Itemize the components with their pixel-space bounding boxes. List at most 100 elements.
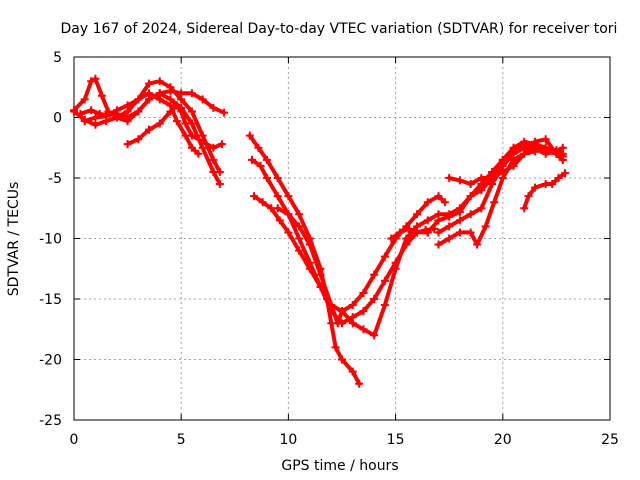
y-tick-label: -5 — [48, 171, 62, 187]
series-line — [247, 133, 362, 386]
data-point — [466, 192, 475, 201]
data-point — [434, 240, 443, 249]
x-tick-label: 5 — [177, 432, 186, 448]
x-axis-label: GPS time / hours — [281, 458, 398, 474]
data-point — [245, 131, 254, 140]
data-point — [333, 319, 342, 328]
data-point — [177, 89, 186, 98]
data-point — [155, 95, 164, 104]
data-point — [370, 331, 379, 340]
data-point — [275, 216, 284, 225]
data-point — [80, 117, 89, 126]
y-axis-label: SDTVAR / TECUs — [6, 182, 22, 297]
data-point — [359, 288, 368, 297]
data-point — [541, 135, 550, 144]
data-point — [250, 192, 259, 201]
data-point — [273, 174, 282, 182]
series-sat-c — [76, 86, 229, 122]
data-point — [520, 141, 529, 150]
data-point — [76, 109, 85, 118]
data-point — [198, 137, 207, 146]
data-point — [481, 222, 490, 231]
data-point — [466, 180, 475, 189]
data-point — [295, 234, 304, 243]
data-point — [295, 222, 304, 231]
data-point — [145, 79, 154, 88]
data-point — [509, 155, 518, 164]
y-tick-label: -20 — [39, 353, 62, 369]
series-sat-a — [70, 77, 224, 176]
data-point — [181, 119, 190, 128]
data-point — [445, 212, 454, 221]
data-point — [455, 216, 464, 225]
data-point — [413, 228, 422, 237]
data-point — [262, 174, 271, 182]
data-point — [194, 149, 203, 158]
data-point — [423, 216, 432, 225]
data-point — [177, 107, 186, 116]
data-point — [466, 228, 475, 237]
data-point — [254, 143, 263, 152]
y-tick-label: -15 — [39, 292, 62, 308]
data-point — [477, 174, 486, 182]
data-point — [473, 240, 482, 249]
data-point — [258, 198, 267, 207]
data-point — [445, 222, 454, 231]
y-tick-label: 5 — [53, 50, 62, 66]
data-point — [477, 186, 486, 195]
series-line — [425, 145, 565, 235]
data-point — [209, 167, 218, 176]
data-point — [198, 95, 207, 104]
data-point — [327, 301, 336, 310]
data-point — [498, 174, 507, 182]
data-point — [123, 101, 132, 110]
data-point — [391, 264, 400, 273]
data-point — [434, 216, 443, 225]
data-point — [455, 207, 464, 216]
data-point — [97, 91, 106, 100]
data-point — [123, 113, 132, 122]
data-point — [524, 192, 533, 201]
series-sat-h — [250, 192, 449, 316]
data-point — [348, 301, 357, 310]
data-point — [284, 192, 293, 201]
x-tick-label: 0 — [70, 432, 79, 448]
data-point — [445, 174, 454, 182]
y-tick-label: -10 — [39, 232, 62, 248]
data-point — [209, 143, 218, 152]
data-point — [145, 89, 154, 98]
data-point — [359, 307, 368, 316]
data-point — [558, 155, 567, 164]
data-point — [145, 125, 154, 134]
data-point — [273, 204, 282, 213]
data-point — [509, 146, 518, 155]
data-point — [134, 107, 143, 116]
data-point — [404, 224, 413, 233]
data-point — [402, 234, 411, 243]
data-point — [477, 204, 486, 213]
data-point — [284, 210, 293, 219]
data-point — [440, 198, 449, 207]
data-point — [262, 155, 271, 164]
data-point — [560, 169, 569, 178]
data-point — [91, 74, 100, 83]
data-point — [552, 149, 561, 158]
data-point — [338, 307, 346, 316]
data-point — [455, 176, 464, 185]
series-sat-k — [434, 143, 567, 237]
data-point — [348, 367, 357, 376]
y-tick-label: 0 — [53, 111, 62, 127]
data-point — [387, 234, 396, 243]
data-point — [172, 117, 181, 126]
series-sat-o — [520, 169, 569, 213]
data-point — [434, 228, 443, 237]
series-sat-e — [80, 89, 203, 158]
data-point — [112, 106, 121, 115]
data-point — [331, 343, 340, 352]
data-point — [355, 379, 364, 388]
data-point — [187, 107, 196, 116]
data-point — [87, 77, 96, 86]
x-tick-label: 25 — [601, 432, 619, 448]
data-point — [380, 301, 389, 310]
series-sat-m — [434, 135, 567, 249]
